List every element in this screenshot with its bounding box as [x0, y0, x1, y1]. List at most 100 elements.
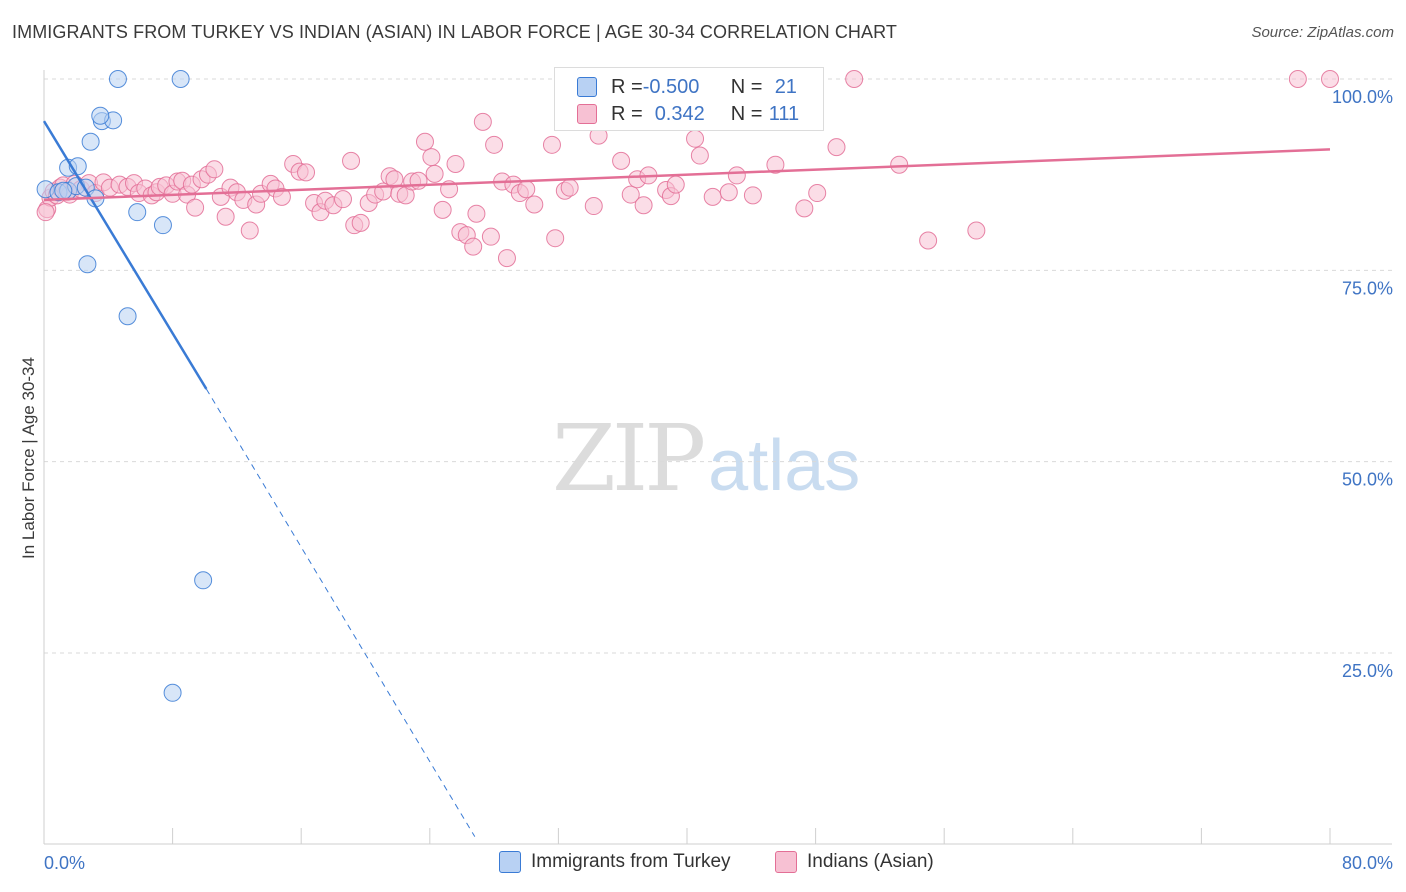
indians-point — [743, 186, 762, 205]
indians-point — [342, 151, 361, 170]
indians-point — [1288, 70, 1307, 88]
turkey-point — [171, 70, 190, 88]
legend-label-indians: Indians (Asian) — [807, 851, 934, 872]
indians-point — [497, 249, 516, 268]
turkey-point — [153, 216, 172, 235]
indians-point — [766, 155, 785, 174]
x-tick-label-start: 0.0% — [44, 853, 85, 873]
legend-r-value: -0.500 — [642, 75, 700, 98]
turkey-point — [81, 132, 100, 151]
watermark-zip: ZIP — [552, 405, 706, 512]
indians-point — [422, 148, 441, 167]
source-label: Source: ZipAtlas.com — [1251, 24, 1394, 41]
indians-point — [845, 70, 864, 88]
x-tick-label-end: 80.0% — [1342, 853, 1393, 873]
indians-point — [485, 135, 504, 154]
y-axis-title: In Labor Force | Age 30-34 — [19, 357, 38, 559]
turkey-point — [118, 307, 137, 326]
indians-point — [464, 237, 483, 256]
indians-point — [808, 184, 827, 203]
indians-point — [446, 154, 465, 173]
indians-point — [690, 146, 709, 165]
indians-point — [186, 198, 205, 217]
indians-point — [525, 195, 544, 214]
legend-row-indians: R = 0.342 N = 111 — [577, 101, 799, 127]
indians-point — [481, 227, 500, 246]
turkey-point — [108, 70, 127, 88]
indians-point — [333, 190, 352, 209]
legend-n-value: 111 — [768, 102, 800, 125]
indians-point — [890, 155, 909, 174]
legend-item-indians[interactable]: Indians (Asian) — [775, 851, 934, 873]
indians-point — [351, 213, 370, 232]
x-tick-labels: 0.0% 80.0% — [44, 853, 1393, 873]
indians-point — [795, 199, 814, 218]
indians-point — [612, 151, 631, 170]
legend-swatch-turkey — [499, 851, 521, 873]
indians-trend-line — [43, 148, 1331, 202]
legend-r-value: 0.342 — [654, 102, 705, 125]
indians-point — [517, 180, 536, 199]
indians-point — [727, 166, 746, 185]
legend-row-turkey: R = -0.500 N = 21 — [577, 74, 797, 100]
y-tick-labels: 25.0% 50.0% 75.0% 100.0% — [1332, 87, 1393, 681]
turkey-point — [54, 181, 73, 200]
indians-point — [719, 183, 738, 202]
stats-legend: R = -0.500 N = 21 R = 0.342 N = 111 — [554, 67, 824, 131]
indians-point — [297, 163, 316, 182]
chart-title: IMMIGRANTS FROM TURKEY VS INDIAN (ASIAN)… — [12, 22, 897, 42]
indians-point — [205, 160, 224, 179]
turkey-point — [194, 571, 213, 590]
turkey-trend-line — [42, 120, 208, 390]
legend-n-label: N = — [730, 102, 763, 125]
turkey-point — [78, 255, 97, 274]
indians-point — [542, 135, 561, 154]
indians-point — [36, 203, 55, 222]
series-immigrants-turkey — [36, 70, 213, 702]
legend-n-label: N = — [730, 75, 763, 98]
legend-r-label: R = — [611, 75, 643, 98]
indians-point — [272, 187, 291, 206]
trend-lines — [42, 120, 1331, 837]
y-tick-label: 75.0% — [1342, 278, 1393, 298]
axes — [43, 70, 1392, 845]
indians-point — [1321, 70, 1339, 88]
indians-point — [415, 132, 434, 151]
indians-point — [827, 138, 846, 157]
indians-point — [703, 187, 722, 206]
indians-point — [634, 196, 653, 215]
indians-point — [666, 175, 685, 194]
y-tick-label: 25.0% — [1342, 661, 1393, 681]
watermark: ZIPatlas — [552, 405, 860, 512]
indians-point — [433, 200, 452, 219]
indians-point — [216, 207, 235, 226]
turkey-point — [128, 203, 147, 222]
legend-swatch-turkey — [577, 77, 597, 97]
turkey-point — [163, 683, 182, 702]
indians-point — [967, 221, 986, 240]
y-tick-label: 100.0% — [1332, 87, 1393, 107]
indians-point — [409, 171, 428, 190]
indians-point — [240, 221, 259, 240]
legend-swatch-indians — [577, 104, 597, 124]
indians-point — [473, 112, 492, 131]
indians-point — [686, 129, 705, 148]
watermark-atlas: atlas — [708, 426, 861, 506]
indians-point — [467, 204, 486, 223]
legend-n-value: 21 — [774, 75, 797, 98]
y-tick-label: 50.0% — [1342, 470, 1393, 490]
turkey-trend-extension — [205, 388, 476, 837]
grid-lines — [44, 78, 1392, 654]
indians-point — [425, 164, 444, 183]
legend-r-label: R = — [611, 102, 643, 125]
indians-point — [546, 229, 565, 248]
series-legend: Immigrants from Turkey Indians (Asian) — [0, 851, 1406, 879]
legend-swatch-indians — [775, 851, 797, 873]
turkey-point — [91, 106, 110, 125]
legend-label-turkey: Immigrants from Turkey — [531, 851, 731, 872]
indians-point — [584, 197, 603, 216]
legend-item-turkey[interactable]: Immigrants from Turkey — [499, 851, 731, 873]
indians-point — [919, 231, 938, 250]
indians-point — [621, 185, 640, 204]
